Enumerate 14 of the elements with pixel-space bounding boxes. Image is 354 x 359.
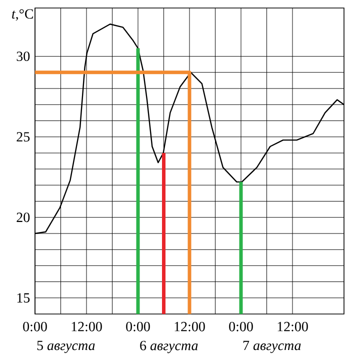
y-axis-title: t,°C	[12, 9, 34, 21]
x-tick-label: 12:00	[278, 322, 308, 332]
y-tick-label: 30	[16, 52, 30, 62]
text: 5 августа	[37, 340, 95, 354]
y-tick-label: 20	[16, 212, 30, 222]
x-tick-label: 0:00	[126, 322, 150, 332]
x-tick-label: 12:00	[72, 322, 102, 332]
y-tick-label: 15	[17, 293, 30, 303]
x-tick-label: 0:00	[23, 322, 47, 332]
text: 7 августа	[243, 340, 301, 354]
x-tick-label: 0:00	[229, 322, 253, 332]
x-tick-label: 12:00	[174, 322, 205, 332]
text: 6 августа	[140, 340, 198, 354]
y-tick-label: 25	[16, 132, 30, 142]
